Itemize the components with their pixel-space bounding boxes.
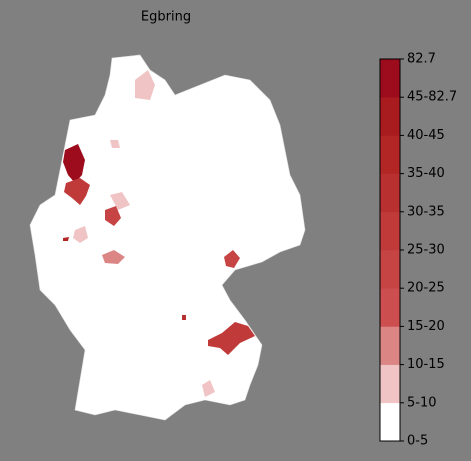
region	[63, 144, 85, 183]
colorbar-segment	[380, 288, 400, 327]
colorbar-frame	[379, 58, 401, 442]
region	[102, 250, 125, 264]
colorbar-segment	[380, 97, 400, 136]
colorbar-segment	[380, 402, 400, 442]
map-title: Egbring	[141, 10, 191, 25]
colorbar-segment	[380, 173, 400, 213]
colorbar: 0-5 5-10 10-15 15-20 20-25 25-30 30-35 35-40 40-…	[380, 52, 457, 449]
colorbar-segment	[380, 135, 400, 174]
region	[208, 322, 255, 355]
region	[202, 380, 215, 397]
colorbar-segment	[380, 326, 400, 365]
colorbar-segment	[380, 364, 400, 404]
colorbar-label: 82.7	[407, 52, 436, 67]
colorbar-label: 10-15	[407, 357, 445, 372]
colorbar-segment	[380, 59, 400, 98]
colorbar-label: 25-30	[407, 243, 445, 258]
colorbar-segment	[380, 250, 400, 289]
colorbar-label: 5-10	[407, 395, 437, 410]
colorbar-segment	[380, 211, 400, 251]
colorbar-label: 0-5	[407, 434, 428, 449]
germany-map	[29, 54, 306, 421]
colorbar-label: 45-82.7	[407, 90, 457, 105]
colorbar-label: 30-35	[407, 204, 445, 219]
region	[135, 70, 155, 100]
region	[110, 140, 120, 148]
region	[73, 226, 88, 243]
region	[63, 237, 69, 241]
region	[64, 178, 90, 205]
region	[110, 192, 130, 210]
colorbar-label: 20-25	[407, 281, 445, 296]
region	[105, 206, 121, 226]
region	[182, 315, 186, 320]
colorbar-label: 35-40	[407, 166, 445, 181]
region	[224, 250, 240, 268]
colorbar-label: 40-45	[407, 128, 445, 143]
colorbar-label: 15-20	[407, 319, 445, 334]
